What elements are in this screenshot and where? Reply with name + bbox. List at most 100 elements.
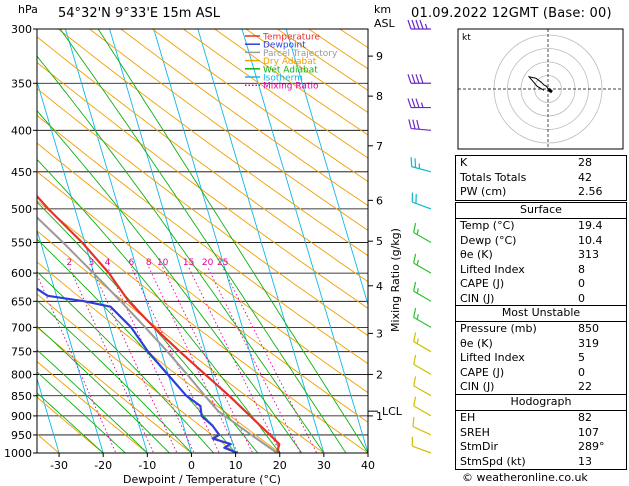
credit-text: © weatheronline.co.uk [462,471,588,484]
mu-value: 0 [578,365,585,379]
barb-flag [414,158,417,168]
height-tick-label: 8 [376,90,383,103]
pressure-tick-label: 800 [11,368,32,381]
mixing-ratio-axis-label: Mixing Ratio (g/kg) [389,228,402,332]
barb-flag [413,376,417,386]
storm-motion-arrow [547,87,553,94]
barb-flag [419,19,424,30]
dry-adiabat [37,200,368,453]
mu-label: CAPE (J) [460,365,505,379]
pressure-tick-label: 700 [11,321,32,334]
wind-barb [412,416,432,436]
isotherm [285,29,368,307]
index-value: 42 [578,170,592,184]
height-tick-label: 9 [376,50,383,63]
pressure-tick-label: 1000 [4,447,32,460]
dry-adiabat [37,114,368,365]
wet-adiabat [37,271,214,453]
wind-barb [407,74,431,84]
barb-staff [412,201,432,210]
barb-half [416,338,419,344]
mu-value: 319 [578,336,599,350]
hodo-row: StmDir 289° [456,440,626,455]
wind-barb [407,19,431,30]
index-row-tt: Totals Totals 42 [456,171,626,186]
index-row-pw: PW (cm) 2.56 [456,185,626,200]
mixing-ratio-label: 8 [146,258,152,268]
temp-tick-label: 0 [188,459,195,472]
mu-label: Pressure (mb) [460,322,537,335]
hodograph-unit-label: kt [462,33,471,43]
surface-row: Lifted Index 8 [456,263,626,278]
surface-value: 313 [578,248,599,262]
hodo-value: 82 [578,411,592,424]
hodo-label: SREH [460,425,490,439]
height-tick-label: 2 [376,368,383,381]
wet-adiabat [37,110,303,453]
barb-flag [415,98,420,108]
mixing-ratio-label: 6 [128,258,134,268]
wet-adiabat [37,238,236,453]
surface-label: Lifted Index [460,262,525,276]
barb-flag [416,119,420,130]
barb-half [424,23,428,30]
temp-tick-label: -20 [94,459,112,472]
mixing-ratio-label: 4 [105,258,111,268]
pressure-tick-label: 500 [11,203,32,216]
hodo-label: StmSpd (kt) [460,454,526,468]
dry-adiabat [37,88,368,337]
temp-tick-label: 20 [273,459,287,472]
wet-adiabat [59,29,347,453]
pressure-tick-label: 650 [11,295,32,308]
mixing-ratio-label: 15 [183,258,194,268]
isotherm [153,29,281,453]
dry-adiabat [37,396,104,453]
height-tick-label: 1 [376,410,383,423]
wind-barb [413,355,432,375]
mixing-ratio-line [107,267,195,453]
indices-panel: K 28 Totals Totals 42 PW (cm) 2.56 [455,155,627,201]
barb-flag [413,355,417,365]
surface-title: Surface [520,203,562,216]
dry-adiabat [37,142,368,394]
height-tick-label: 7 [376,140,383,153]
pressure-tick-label: 750 [11,346,32,359]
dry-adiabat [37,261,281,453]
barb-flag [411,19,416,30]
mixing-ratio-line [90,267,178,453]
wet-adiabat [37,392,104,453]
surface-value: 8 [578,262,585,276]
dry-adiabat [213,29,368,136]
dry-adiabat [88,29,368,231]
hodograph-trace [527,76,549,91]
index-row-k: K 28 [456,156,626,171]
barb-staff [412,425,432,436]
surface-row: Temp (°C) 19.4 [456,219,626,234]
wind-barb [413,376,432,397]
mu-row: θe (K) 319 [456,337,626,352]
dry-adiabat [37,36,368,283]
surface-label: Dewp (°C) [460,233,517,247]
mu-value: 5 [578,351,585,365]
barb-half [416,314,419,320]
dry-adiabat [57,29,368,257]
pressure-tick-label: 450 [11,166,32,179]
legend-entry: Isotherm [263,74,303,84]
mixing-ratio-line [68,267,155,453]
mu-value: 22 [578,380,592,394]
most-unstable-panel: Most Unstable Pressure (mb) 850 θe (K) 319… [455,305,627,396]
barb-flag [413,332,417,342]
legend-entry: Dewpoint [263,41,306,51]
barb-staff [411,127,432,131]
isotherm [64,29,192,453]
height-tick-label: 5 [376,235,383,248]
hodo-value: 13 [578,454,592,468]
surface-row: θe (K) 313 [456,248,626,263]
dry-adiabat [37,293,237,453]
height-unit-label: km [374,3,391,16]
pressure-tick-label: 350 [11,77,32,90]
wind-barb [413,223,432,243]
barb-staff [413,341,432,353]
barb-staff [412,445,432,454]
